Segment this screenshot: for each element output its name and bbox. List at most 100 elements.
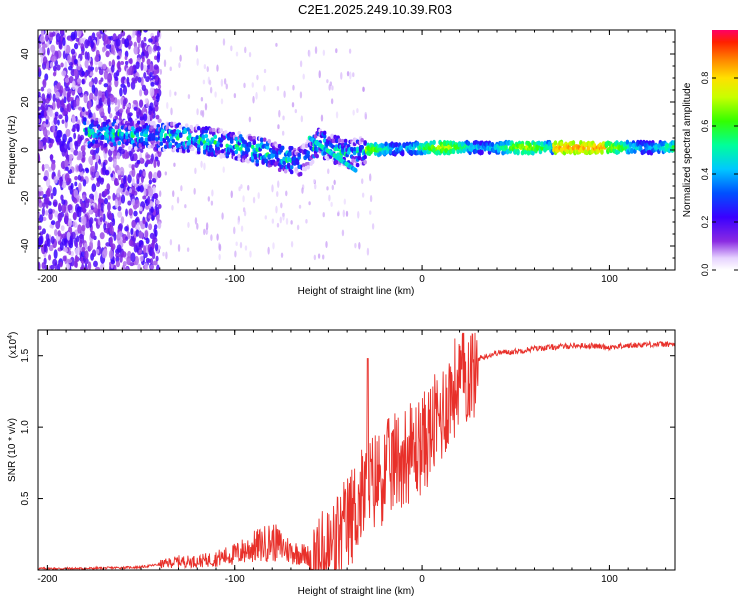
heatmap-speckle (41, 207, 45, 217)
heatmap-ridge-cell (297, 152, 301, 158)
heatmap-ridge-cell (466, 140, 471, 147)
snr-y-scale-suffix: ) (8, 332, 19, 335)
heatmap-speckle (345, 210, 349, 217)
heatmap-speckle (64, 172, 70, 182)
heatmap-speckle (108, 60, 112, 67)
heatmap-ridge-cell (241, 151, 246, 156)
heatmap-speckle (272, 242, 275, 250)
heatmap-ridge-cell (360, 145, 364, 150)
heatmap-speckle (154, 75, 158, 83)
heatmap-speckle (45, 177, 51, 188)
heatmap-speckle (40, 102, 46, 110)
heatmap-ridge-cell (205, 138, 210, 143)
heatmap-ridge-cell (255, 162, 260, 167)
heatmap-ridge-cell (672, 140, 675, 146)
heatmap-speckle (80, 43, 85, 50)
heatmap-ridge-cell (186, 127, 191, 132)
heatmap-speckle (94, 217, 97, 222)
heatmap-speckle (51, 31, 56, 37)
heatmap-speckle (87, 65, 91, 75)
heatmap-speckle (74, 181, 78, 187)
heatmap-speckle (202, 79, 206, 85)
heatmap-speckle (96, 181, 101, 187)
heatmap-speckle (216, 64, 219, 72)
heatmap-ridge-cell (201, 134, 206, 139)
heatmap-speckle (138, 249, 143, 254)
heatmap-ridge-cell (150, 124, 155, 130)
heatmap-speckle (138, 240, 144, 245)
heatmap-speckle (51, 55, 57, 63)
heatmap-speckle (65, 128, 71, 138)
heatmap-ridge-cell (247, 142, 252, 147)
heatmap-ridge-cell (322, 134, 327, 139)
heatmap-speckle (42, 127, 48, 137)
heatmap-speckle (77, 57, 81, 67)
heatmap-ridge-cell (630, 148, 634, 154)
heatmap-ridge-cell (237, 156, 242, 162)
heatmap-ridge-cell (95, 120, 99, 125)
heatmap-speckle (144, 262, 149, 270)
heatmap-speckle (110, 64, 115, 73)
heatmap-ridge-cell (289, 169, 294, 175)
heatmap-speckle (235, 241, 238, 247)
heatmap-speckle (92, 154, 96, 161)
heatmap-ridge-cell (243, 140, 248, 145)
heatmap-speckle (220, 78, 224, 87)
heatmap-ridge-cell (99, 127, 104, 132)
heatmap-speckle (169, 89, 172, 98)
heatmap-ridge-cell (351, 158, 355, 163)
heatmap-speckle (77, 174, 82, 181)
heatmap-speckle (93, 95, 97, 101)
heatmap-ridge-cell (210, 147, 215, 153)
heatmap-speckle (200, 96, 204, 102)
snr-x-tick-label: 100 (601, 574, 618, 585)
heatmap-speckle (57, 169, 61, 178)
snr-y-tick-label: 1.0 (20, 420, 31, 434)
heatmap-ridge-cell (125, 131, 129, 137)
heatmap-speckle (110, 173, 114, 178)
heatmap-speckle (157, 84, 162, 90)
heatmap-speckle (106, 222, 111, 229)
heatmap-speckle (48, 166, 53, 172)
heatmap-ridge-cell (252, 135, 257, 141)
heatmap-speckle (271, 218, 275, 224)
heatmap-speckle (223, 78, 227, 85)
heatmap-speckle (300, 115, 304, 123)
heatmap-ridge-cell (98, 118, 102, 123)
heatmap-speckle (104, 188, 108, 197)
heatmap-speckle (371, 223, 375, 230)
heatmap-speckle (305, 218, 308, 224)
heatmap-ridge-cell (190, 146, 195, 151)
heatmap-ridge-cell (388, 148, 393, 154)
heatmap-speckle (114, 198, 119, 209)
heatmap-speckle (149, 63, 154, 73)
heatmap-speckle (326, 186, 329, 191)
spectrogram-heatmap (38, 30, 675, 270)
heatmap-speckle (157, 221, 162, 230)
heatmap-speckle (282, 212, 285, 221)
heatmap-speckle (238, 186, 241, 192)
heatmap-speckle (81, 150, 86, 157)
heatmap-speckle (115, 260, 121, 268)
heatmap-speckle (61, 237, 67, 246)
heatmap-speckle (340, 72, 343, 80)
heatmap-ridge-cell (400, 150, 405, 157)
heatmap-speckle (115, 111, 120, 116)
heatmap-speckle (54, 111, 59, 117)
heatmap-speckle (71, 128, 76, 133)
heatmap-speckle (50, 235, 55, 245)
heatmap-speckle (38, 112, 44, 118)
heatmap-speckle (173, 162, 176, 167)
heatmap-ridge-cell (357, 152, 361, 157)
heatmap-speckle (64, 114, 69, 123)
heatmap-speckle (66, 231, 71, 241)
spectrogram-x-tick-label: 0 (419, 274, 425, 285)
heatmap-ridge-cell (208, 144, 213, 149)
heatmap-speckle (45, 209, 49, 216)
heatmap-ridge-cell (135, 127, 140, 132)
heatmap-speckle (142, 171, 146, 177)
heatmap-speckle (41, 163, 45, 172)
heatmap-speckle (131, 219, 136, 229)
heatmap-speckle (131, 198, 135, 206)
heatmap-speckle (42, 202, 46, 208)
